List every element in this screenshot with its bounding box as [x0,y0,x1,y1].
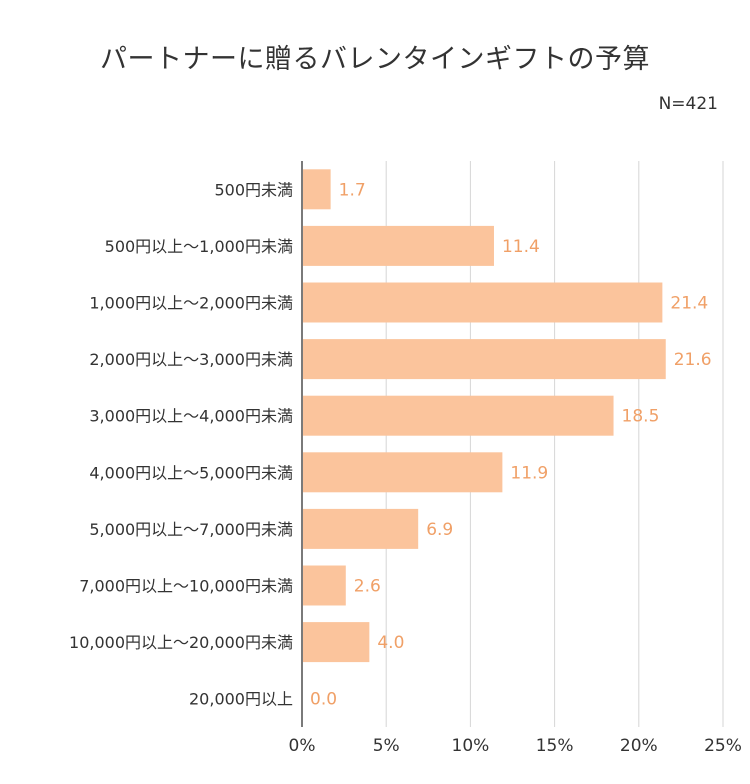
category-label: 7,000円以上～10,000円未満 [79,577,293,596]
category-label: 10,000円以上～20,000円未満 [69,633,293,652]
category-label: 4,000円以上～5,000円未満 [89,463,293,482]
x-tick-label: 5% [373,736,400,756]
value-label: 1.7 [339,180,366,200]
category-label: 3,000円以上～4,000円未満 [89,407,293,426]
value-label: 11.4 [502,237,540,257]
sample-size-label: N=421 [658,94,718,114]
bar [302,565,346,606]
value-label: 11.9 [510,463,548,483]
bar [302,169,331,210]
x-tick-labels: 0% 5% 10% 15% 20% 25% [289,736,742,756]
value-label: 21.4 [670,294,708,314]
value-label: 6.9 [426,520,453,540]
value-label: 0.0 [310,690,337,710]
category-labels: 500円未満 500円以上～1,000円未満 1,000円以上～2,000円未満 2,… [69,180,293,708]
bar [302,282,663,323]
x-tick-label: 15% [536,736,574,756]
value-label: 4.0 [377,633,404,653]
category-label: 500円未満 [214,180,293,199]
chart-title: パートナーに贈るバレンタインギフトの予算 [100,44,650,75]
x-tick-label: 0% [289,736,316,756]
value-labels: 1.7 11.4 21.4 21.6 18.5 11.9 6.9 2.6 4.0 0.0 [310,180,712,709]
bars [302,169,666,663]
value-label: 18.5 [622,407,660,427]
value-label: 21.6 [674,350,712,370]
category-label: 2,000円以上～3,000円未満 [89,350,293,369]
category-label: 1,000円以上～2,000円未満 [89,294,293,313]
category-label: 5,000円以上～7,000円未満 [89,520,293,539]
value-label: 2.6 [354,577,381,597]
bar [302,225,494,266]
x-tick-label: 10% [452,736,490,756]
bar [302,395,614,436]
bar [302,452,503,493]
bar [302,508,419,549]
bar [302,339,666,380]
category-label: 500円以上～1,000円未満 [105,237,293,256]
category-label: 20,000円以上 [189,690,293,709]
x-tick-label: 20% [620,736,658,756]
x-tick-label: 25% [704,736,742,756]
bar [302,622,370,663]
